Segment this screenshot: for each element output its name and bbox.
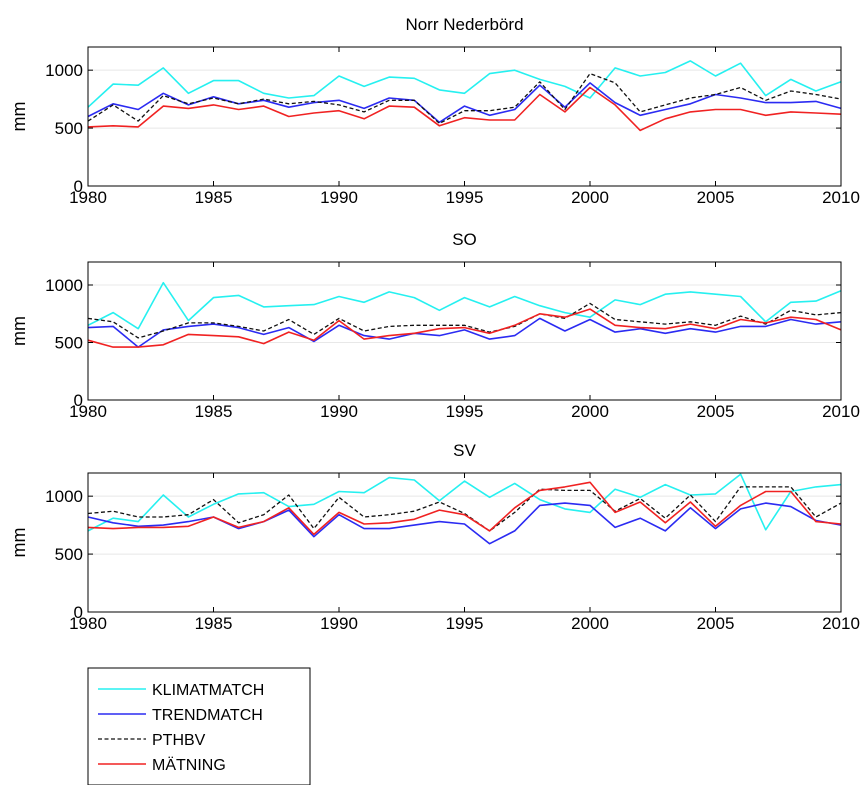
series-line-pthbv — [87, 302, 842, 339]
legend: KLIMATMATCH TRENDMATCH PTHBV MÄTNING — [87, 667, 311, 785]
x-tick-label: 1995 — [446, 402, 484, 421]
series-line-klimatmatch — [87, 473, 842, 532]
x-tick-label: 1990 — [320, 614, 358, 633]
series-line-trendmatch — [87, 317, 842, 348]
x-tick-label: 1990 — [320, 188, 358, 207]
axes-box — [87, 46, 842, 187]
chart-panel-3: 1980 1985 1990 1995 2000 2005 2010 0 500 1000 SV mm — [9, 441, 860, 633]
x-tick-label: 1990 — [320, 402, 358, 421]
y-tick-label: 500 — [55, 119, 83, 138]
series-line-trendmatch — [87, 502, 842, 545]
y-tick-label: 0 — [74, 603, 83, 622]
x-tick-label: 2000 — [571, 614, 609, 633]
y-axis-label: mm — [9, 316, 29, 346]
x-tick-label: 1980 — [69, 614, 107, 633]
series-line-klimatmatch — [87, 281, 842, 330]
x-tick-label: 1985 — [195, 402, 233, 421]
x-tick-label: 1985 — [195, 614, 233, 633]
series-line-mtning — [87, 481, 842, 536]
y-tick-label: 0 — [74, 391, 83, 410]
series-line-pthbv — [87, 486, 842, 532]
y-tick-label: 500 — [55, 545, 83, 564]
x-tick-label: 2000 — [571, 402, 609, 421]
x-tick-label: 2010 — [822, 614, 860, 633]
series-line-mtning — [87, 308, 842, 348]
legend-entry: TRENDMATCH — [152, 707, 263, 724]
chart-title: SV — [453, 441, 476, 460]
x-tick-label: 1980 — [69, 188, 107, 207]
y-axis-label: mm — [9, 528, 29, 558]
legend-entry: MÄTNING — [152, 756, 226, 774]
legend-entry: PTHBV — [152, 732, 206, 749]
x-tick-label: 1980 — [69, 402, 107, 421]
chart-title: SO — [452, 230, 477, 249]
x-tick-label: 2000 — [571, 188, 609, 207]
y-tick-label: 1000 — [45, 61, 83, 80]
y-tick-label: 500 — [55, 334, 83, 353]
x-tick-label: 2005 — [697, 188, 735, 207]
series-line-mtning — [87, 86, 842, 132]
legend-entry: KLIMATMATCH — [152, 682, 264, 699]
x-tick-label: 1995 — [446, 188, 484, 207]
x-tick-label: 2010 — [822, 188, 860, 207]
x-tick-label: 1995 — [446, 614, 484, 633]
series-line-pthbv — [87, 72, 842, 125]
x-tick-label: 2005 — [697, 402, 735, 421]
x-tick-label: 2005 — [697, 614, 735, 633]
axes-box — [87, 261, 842, 401]
series-line-trendmatch — [87, 82, 842, 124]
series-line-klimatmatch — [87, 60, 842, 108]
chart-title: Norr Nederbörd — [405, 15, 523, 34]
legend-box — [87, 667, 311, 785]
axes-box — [87, 472, 842, 613]
chart-panel-2: 1980 1985 1990 1995 2000 2005 2010 0 500 1000 SO mm — [9, 230, 860, 421]
y-tick-label: 0 — [74, 177, 83, 196]
y-tick-label: 1000 — [45, 276, 83, 295]
y-tick-label: 1000 — [45, 487, 83, 506]
y-axis-label: mm — [9, 102, 29, 132]
x-tick-label: 1985 — [195, 188, 233, 207]
x-tick-label: 2010 — [822, 402, 860, 421]
chart-panel-1: 1980 1985 1990 1995 2000 2005 2010 0 500 1000 Norr… — [9, 15, 860, 207]
